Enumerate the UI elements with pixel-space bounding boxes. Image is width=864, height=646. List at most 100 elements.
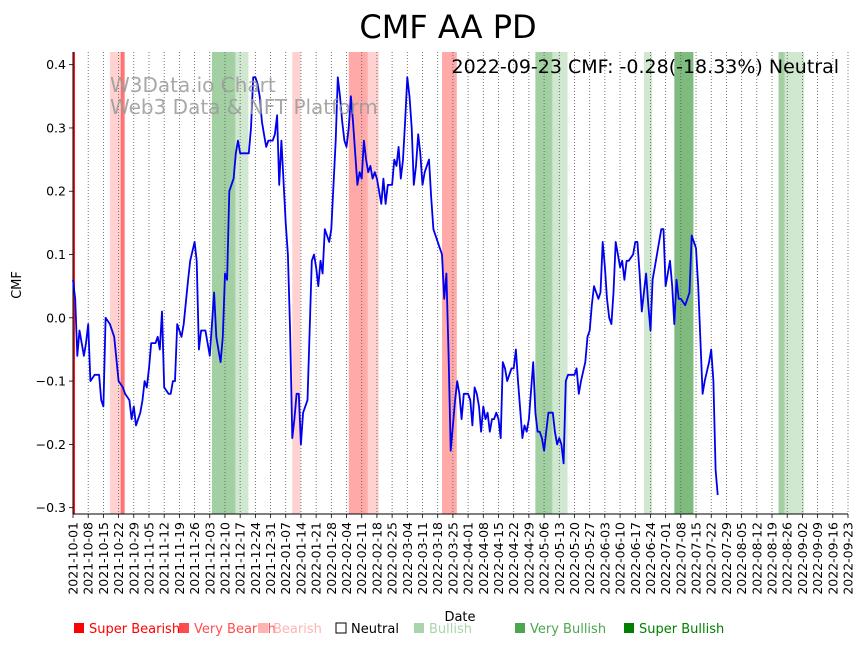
x-tick-label: 2022-04-15	[491, 522, 506, 595]
y-tick-label: 0.3	[46, 120, 66, 135]
x-tick-label: 2021-12-03	[202, 522, 217, 595]
x-tick-label: 2021-11-12	[157, 522, 172, 595]
legend-marker	[515, 623, 525, 633]
x-tick-label: 2022-07-29	[719, 522, 734, 595]
x-tick-label: 2022-05-20	[567, 522, 582, 595]
x-tick-label: 2022-04-01	[461, 522, 476, 595]
x-tick-label: 2022-07-15	[689, 522, 704, 595]
x-tick-label: 2021-12-31	[263, 522, 278, 595]
watermark-line-1: W3Data.io Chart	[110, 73, 276, 97]
x-tick-label: 2021-10-15	[96, 522, 111, 595]
y-tick-label: −0.3	[36, 500, 66, 515]
y-tick-label: 0.4	[46, 57, 66, 72]
x-tick-label: 2022-07-08	[673, 522, 688, 595]
x-tick-label: 2021-12-24	[248, 522, 263, 595]
x-tick-label: 2022-08-12	[749, 522, 764, 595]
x-axis-label: Date	[444, 610, 475, 625]
x-tick-label: 2021-12-17	[233, 522, 248, 595]
x-tick-label: 2022-04-29	[521, 522, 536, 595]
y-tick-label: −0.2	[36, 437, 66, 452]
x-tick-label: 2022-01-28	[324, 522, 339, 595]
y-axis-label: CMF	[10, 271, 25, 299]
legend-marker	[414, 623, 424, 633]
legend-marker	[624, 623, 634, 633]
signal-band	[211, 52, 236, 514]
x-tick-label: 2022-03-11	[415, 522, 430, 595]
x-tick-label: 2022-03-25	[445, 522, 460, 595]
legend-marker	[74, 623, 84, 633]
x-tick-label: 2022-09-16	[825, 522, 840, 595]
x-tick-label: 2021-10-01	[66, 522, 81, 595]
x-tick-label: 2022-05-06	[537, 522, 552, 595]
signal-band	[674, 52, 694, 514]
y-tick-label: 0.2	[46, 184, 66, 199]
signal-band	[109, 52, 123, 514]
x-tick-label: 2022-09-02	[795, 522, 810, 595]
latest-value-annotation: 2022-09-23 CMF: -0.28(-18.33%) Neutral	[452, 56, 839, 78]
x-tick-label: 2022-08-05	[734, 522, 749, 595]
x-tick-label: 2022-05-13	[552, 522, 567, 595]
x-tick-label: 2022-02-11	[354, 522, 369, 595]
x-tick-label: 2022-04-08	[476, 522, 491, 595]
legend-marker	[179, 623, 189, 633]
x-tick-label: 2022-06-10	[613, 522, 628, 595]
x-tick-label: 2022-09-09	[810, 522, 825, 595]
signal-band	[292, 52, 301, 514]
x-tick-label: 2021-12-10	[217, 522, 232, 595]
cmf-series-line	[72, 76, 719, 496]
x-tick-label: 2022-08-19	[765, 522, 780, 595]
y-tick-label: −0.1	[36, 374, 66, 389]
x-tick-label: 2022-06-24	[643, 522, 658, 595]
x-tick-label: 2022-03-18	[430, 522, 445, 595]
legend-entry: Bullish	[414, 622, 472, 637]
x-tick-label: 2022-04-22	[506, 522, 521, 595]
legend-entry: Neutral	[335, 622, 399, 637]
signal-band	[643, 52, 653, 514]
signal-band	[778, 52, 785, 514]
x-tick-label: 2021-10-22	[111, 522, 126, 595]
signal-band	[782, 52, 805, 514]
x-tick-label: 2022-06-03	[597, 522, 612, 595]
chart-title: CMF AA PD	[359, 8, 536, 46]
y-tick-label: 0.1	[46, 247, 66, 262]
signal-band	[348, 52, 368, 514]
signal-band	[233, 52, 249, 514]
x-tick-label: 2022-02-18	[369, 522, 384, 595]
legend-entry: Bearish	[258, 622, 322, 637]
x-tick-label: 2021-11-05	[141, 522, 156, 595]
legend-entry: Super Bearish	[74, 622, 180, 637]
x-tick-label: 2021-11-19	[172, 522, 187, 595]
legend-label: Neutral	[351, 622, 399, 637]
y-tick-label: 0.0	[46, 310, 66, 325]
x-tick-label: 2021-10-08	[81, 522, 96, 595]
legend-label: Super Bullish	[639, 622, 724, 637]
legend-label: Bullish	[429, 622, 472, 637]
x-tick-label: 2022-06-17	[628, 522, 643, 595]
legend-entry: Very Bearish	[179, 622, 276, 637]
watermark-line-2: Web3 Data & NFT Platform	[110, 95, 378, 119]
x-tick-label: 2022-05-27	[582, 522, 597, 595]
signal-band	[442, 52, 457, 514]
x-tick-label: 2022-07-22	[704, 522, 719, 595]
legend-label: Very Bullish	[530, 622, 606, 637]
legend-marker	[335, 622, 347, 634]
x-tick-label: 2022-01-14	[293, 522, 308, 595]
x-tick-label: 2022-07-01	[658, 522, 673, 595]
legend-entry: Super Bullish	[624, 622, 724, 637]
x-tick-label: 2022-08-26	[780, 522, 795, 595]
x-tick-label: 2022-09-23	[841, 522, 856, 595]
legend-label: Bearish	[273, 622, 322, 637]
x-tick-label: 2022-03-04	[400, 522, 415, 595]
x-tick-label: 2022-02-25	[385, 522, 400, 595]
legend-label: Very Bearish	[194, 622, 276, 637]
x-tick-label: 2022-02-04	[339, 522, 354, 595]
x-tick-label: 2021-11-26	[187, 522, 202, 595]
legend-marker	[258, 623, 268, 633]
x-tick-label: 2021-10-29	[126, 522, 141, 595]
plot-area: 2021-10-01 2021-10-08 2021-10-15 2021-10-22…	[36, 52, 856, 595]
x-tick-label: 2022-01-07	[278, 522, 293, 595]
signal-band	[120, 52, 125, 514]
x-tick-label: 2022-01-21	[309, 522, 324, 595]
